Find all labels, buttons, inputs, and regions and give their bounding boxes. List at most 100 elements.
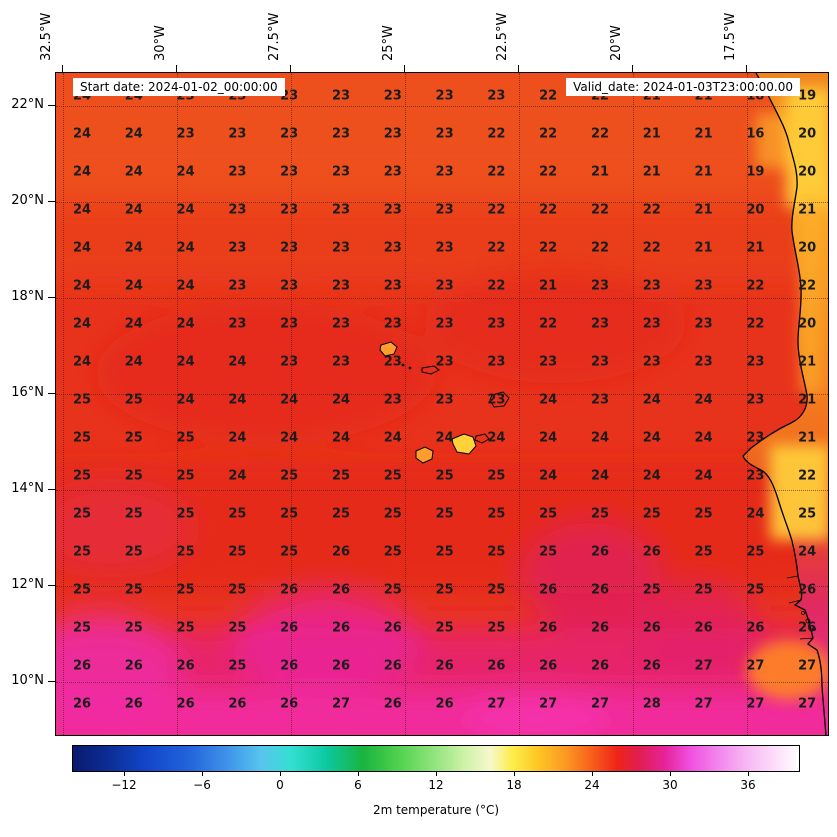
y-axis-tick <box>48 393 55 394</box>
temperature-value: 26 <box>228 696 247 712</box>
temperature-value: 24 <box>642 430 661 446</box>
temperature-value: 23 <box>228 126 247 142</box>
temperature-value: 23 <box>435 316 454 332</box>
colorbar-tick <box>436 772 437 776</box>
temperature-value: 24 <box>590 468 610 484</box>
temperature-value: 24 <box>694 430 713 446</box>
temperature-value: 22 <box>487 126 506 142</box>
temperature-value: 25 <box>746 582 765 598</box>
temperature-value: 23 <box>487 354 506 370</box>
temperature-value: 23 <box>280 278 299 294</box>
temperature-value: 22 <box>798 278 817 294</box>
temperature-value: 23 <box>383 316 402 332</box>
colorbar-tick <box>358 772 359 776</box>
temperature-value: 26 <box>746 620 765 636</box>
map-axes: 24 24 23 23 23 23 23 23 23 22 22 21 21 18 19 24 24 23 23 23… <box>55 72 829 736</box>
temperature-value: 25 <box>72 544 92 560</box>
temperature-value: 26 <box>72 658 92 674</box>
temperature-value: 26 <box>331 544 351 560</box>
cape-verde-islands <box>379 341 510 464</box>
temperature-value: 23 <box>746 430 765 446</box>
temperature-value: 22 <box>539 126 558 142</box>
temperature-value: 23 <box>331 202 351 218</box>
temperature-value: 24 <box>72 354 92 370</box>
temperature-value: 26 <box>539 620 558 636</box>
temperature-value: 25 <box>487 582 506 598</box>
temperature-value: 23 <box>280 316 299 332</box>
temperature-value: 24 <box>72 240 92 256</box>
temperature-value: 26 <box>280 696 299 712</box>
temperature-value: 22 <box>487 164 506 180</box>
colorbar-tick-label: 12 <box>428 778 444 792</box>
temperature-value: 23 <box>228 164 247 180</box>
temperature-value: 24 <box>176 278 195 294</box>
temperature-value: 23 <box>694 316 713 332</box>
temperature-value: 24 <box>539 468 558 484</box>
y-axis-tick-label: 12°N <box>11 577 44 592</box>
temperature-value: 21 <box>798 430 817 446</box>
temperature-value: 24 <box>72 316 92 332</box>
temperature-value: 23 <box>383 392 402 408</box>
temperature-value: 25 <box>280 506 299 522</box>
temperature-value: 21 <box>642 126 661 142</box>
temperature-value: 25 <box>694 544 713 560</box>
temperature-value: 26 <box>72 696 92 712</box>
temperature-value: 21 <box>798 202 817 218</box>
temperature-value: 25 <box>746 544 765 560</box>
y-axis-tick-label: 20°N <box>11 193 44 208</box>
temperature-value: 23 <box>746 354 765 370</box>
colorbar-tick-label: −12 <box>111 778 137 792</box>
temperature-value: 20 <box>798 240 817 256</box>
temperature-value: 25 <box>228 658 247 674</box>
temperature-value: 24 <box>539 392 558 408</box>
temperature-value: 24 <box>798 544 817 560</box>
x-axis-tick <box>746 65 747 72</box>
temperature-value: 25 <box>435 582 454 598</box>
temperature-value: 21 <box>694 240 713 256</box>
river-estuaries <box>786 575 814 640</box>
temperature-value: 24 <box>746 506 765 522</box>
temperature-value: 23 <box>590 392 610 408</box>
temperature-value: 24 <box>124 126 143 142</box>
temperature-value: 25 <box>383 582 402 598</box>
y-axis-tick <box>48 297 55 298</box>
temperature-value: 25 <box>176 506 195 522</box>
colorbar-tick-label: 36 <box>740 778 756 792</box>
temperature-value-grid: 24 24 23 23 23 23 23 23 23 22 22 21 21 18 19 24 24 23 23 23… <box>56 73 828 735</box>
temperature-value: 25 <box>280 468 299 484</box>
temperature-value: 22 <box>487 202 506 218</box>
temperature-value: 22 <box>539 164 558 180</box>
temperature-value: 22 <box>798 468 817 484</box>
temperature-value: 23 <box>228 202 247 218</box>
temperature-value: 21 <box>694 202 713 218</box>
colorbar-tick <box>670 772 671 776</box>
y-axis-tick <box>48 585 55 586</box>
x-axis-tick-label: 32.5°W <box>39 12 54 61</box>
x-axis-tick-label: 20°W <box>609 25 624 61</box>
temperature-value: 27 <box>487 696 506 712</box>
temperature-value: 24 <box>176 354 195 370</box>
temperature-value: 27 <box>694 658 713 674</box>
temperature-value: 26 <box>642 620 661 636</box>
temperature-value: 26 <box>331 582 351 598</box>
temperature-value: 23 <box>746 468 765 484</box>
colorbar-tick <box>280 772 281 776</box>
temperature-value: 23 <box>331 354 351 370</box>
colorbar-tick-label: 18 <box>506 778 522 792</box>
temperature-value: 25 <box>383 544 402 560</box>
temperature-value: 27 <box>539 696 558 712</box>
temperature-value: 23 <box>435 278 454 294</box>
x-axis-tick-label: 25°W <box>381 25 396 61</box>
y-axis-tick-label: 10°N <box>11 673 44 688</box>
colorbar-tick-label: 24 <box>584 778 600 792</box>
temperature-value: 23 <box>642 354 661 370</box>
temperature-value: 26 <box>590 582 610 598</box>
temperature-value: 21 <box>798 354 817 370</box>
temperature-value: 27 <box>590 696 610 712</box>
temperature-value: 25 <box>72 430 92 446</box>
temperature-value: 25 <box>72 392 92 408</box>
colorbar-tick-label: −6 <box>193 778 211 792</box>
temperature-value: 25 <box>435 620 454 636</box>
temperature-value: 22 <box>590 240 610 256</box>
